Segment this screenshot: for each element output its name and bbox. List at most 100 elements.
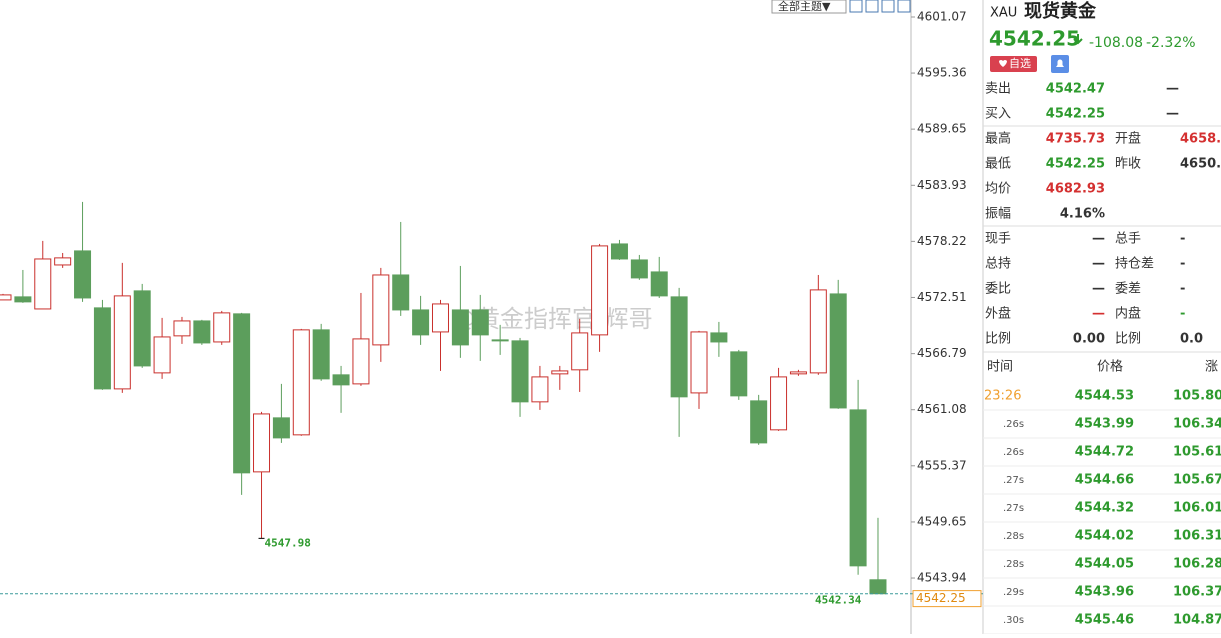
candle-body (750, 400, 768, 444)
row-value: — (1092, 257, 1105, 272)
trade-price: 4544.66 (1075, 473, 1134, 488)
row-value: - (1180, 232, 1185, 247)
candle-body (770, 376, 788, 431)
candle-body (670, 296, 688, 398)
candle-body (272, 417, 290, 439)
candle-body (54, 257, 72, 266)
row-value: 4.16% (1060, 207, 1105, 222)
trade-time: .29s (1003, 587, 1024, 598)
row-value: — (1166, 82, 1179, 97)
trade-time: .26s (1003, 447, 1024, 458)
trade-time: .28s (1003, 559, 1024, 570)
name: 现货黄金 (1024, 0, 1097, 22)
candle-body (610, 243, 628, 260)
candle-body (312, 329, 330, 380)
row-value: 4650.3 (1180, 157, 1221, 172)
row-value: — (1092, 307, 1105, 322)
y-tick-label: 4549.65 (917, 514, 967, 528)
candle-body (412, 309, 430, 336)
y-tick-label: 4601.07 (917, 9, 967, 23)
change: -108.08 (1089, 35, 1143, 51)
row-value: 4542.47 (1046, 82, 1105, 97)
candle-body (431, 303, 449, 333)
candle-body (591, 245, 609, 336)
row-value: 4542.25 (1046, 107, 1105, 122)
row-value: — (1092, 232, 1105, 247)
watch-button[interactable] (990, 56, 1037, 72)
tool-icon[interactable] (897, 0, 911, 13)
candle-body (0, 294, 12, 301)
candle-body (690, 331, 708, 394)
candle-body (93, 307, 111, 390)
trade-price: 4544.72 (1075, 445, 1134, 460)
row-value: 4542.25 (1046, 157, 1105, 172)
theme-select[interactable] (771, 0, 847, 14)
trade-price: 4545.46 (1075, 613, 1134, 628)
row-label: 买入 (985, 107, 1011, 122)
row-value: 0.0 (1180, 332, 1203, 347)
candle-body (292, 329, 310, 436)
y-tick-label: 4566.79 (917, 346, 967, 360)
candle-body (710, 332, 728, 343)
trade-time: .26s (1003, 419, 1024, 430)
trade-price: 4544.02 (1075, 529, 1134, 544)
row-value: 4682.93 (1046, 182, 1105, 197)
row-value: — (1166, 107, 1179, 122)
y-tick-label: 4555.37 (917, 458, 967, 472)
heart-icon (999, 59, 1007, 67)
trade-price: 4543.99 (1075, 417, 1134, 432)
candle-body (491, 339, 509, 342)
row-value: 0.00 (1073, 332, 1105, 347)
candle-body (829, 293, 847, 409)
trade-header: 时间 (987, 360, 1013, 375)
y-tick-label: 4589.65 (917, 122, 967, 136)
trade-change: 105.67 (1173, 473, 1221, 488)
trade-time: 23:26 (984, 389, 1021, 404)
price-tag (912, 590, 982, 608)
candle-body (133, 290, 151, 367)
trade-change: 104.87 (1173, 613, 1221, 628)
candle-body (113, 295, 131, 390)
row-value: 4735.73 (1046, 132, 1105, 147)
trade-time: .28s (1003, 531, 1024, 542)
tool-icon[interactable] (849, 0, 863, 13)
y-tick-label: 4578.22 (917, 234, 967, 248)
row-value: — (1092, 282, 1105, 297)
down-arrow (1073, 34, 1083, 45)
row-label: 现手 (985, 232, 1011, 247)
trade-price: 4543.96 (1075, 585, 1134, 600)
candle-body (193, 320, 211, 344)
tool-icon[interactable] (881, 0, 895, 13)
row-label: 比例 (1115, 332, 1141, 347)
theme-label: 全部主题▼ (778, 0, 831, 13)
trade-header: 价格 (1097, 359, 1123, 375)
row-label: 内盘 (1115, 306, 1141, 322)
candle-body (809, 289, 827, 374)
candle-body (451, 309, 469, 346)
tool-icon[interactable] (865, 0, 879, 13)
row-label: 比例 (985, 332, 1011, 347)
row-value: - (1180, 307, 1185, 322)
y-tick-label: 4595.36 (917, 66, 967, 80)
trade-change: 105.80 (1173, 389, 1221, 404)
row-label: 开盘 (1115, 131, 1141, 147)
trade-header: 涨 (1205, 360, 1218, 375)
candle-body (730, 351, 748, 397)
symbol: XAU (990, 6, 1017, 21)
y-tick-label: 4543.94 (917, 571, 967, 585)
candle-body (471, 309, 489, 336)
row-label: 委差 (1115, 282, 1141, 297)
row-label: 持仓差 (1115, 257, 1154, 272)
row-value: - (1180, 282, 1185, 297)
price-tag-label: 4542.25 (916, 591, 966, 605)
candle-body (650, 271, 668, 297)
candle-body (34, 258, 52, 310)
change-pct: -2.32% (1146, 35, 1196, 51)
row-value: 4658.6 (1180, 132, 1221, 147)
trade-change: 106.28 (1173, 557, 1221, 572)
candle-body (233, 313, 251, 474)
last-price-label: 4542.34 (815, 594, 862, 607)
candle-body (173, 320, 191, 337)
